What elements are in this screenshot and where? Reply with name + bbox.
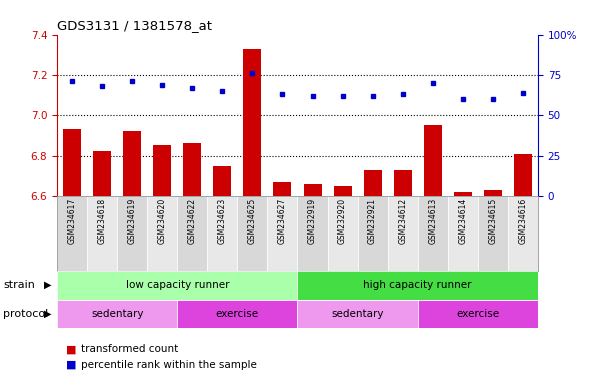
Text: transformed count: transformed count: [81, 344, 178, 354]
Text: sedentary: sedentary: [331, 309, 384, 319]
Text: ■: ■: [66, 360, 76, 370]
Bar: [394, 170, 412, 196]
Bar: [454, 192, 472, 196]
Bar: [93, 152, 111, 196]
Bar: [478, 196, 508, 271]
Text: GSM232919: GSM232919: [308, 198, 317, 244]
Bar: [297, 271, 538, 300]
Bar: [117, 196, 147, 271]
Text: sedentary: sedentary: [91, 309, 144, 319]
Bar: [57, 271, 297, 300]
Bar: [243, 49, 261, 196]
Bar: [484, 190, 502, 196]
Bar: [297, 196, 328, 271]
Bar: [328, 196, 358, 271]
Text: GSM232920: GSM232920: [338, 198, 347, 244]
Bar: [418, 196, 448, 271]
Text: GSM234618: GSM234618: [98, 198, 106, 244]
Bar: [207, 196, 237, 271]
Text: GSM234622: GSM234622: [188, 198, 197, 244]
Bar: [63, 129, 81, 196]
Text: GSM234623: GSM234623: [218, 198, 227, 244]
Text: GSM234613: GSM234613: [429, 198, 437, 244]
Bar: [448, 196, 478, 271]
Bar: [364, 170, 382, 196]
Bar: [514, 154, 532, 196]
Text: low capacity runner: low capacity runner: [126, 280, 229, 290]
Bar: [267, 196, 297, 271]
Text: GDS3131 / 1381578_at: GDS3131 / 1381578_at: [57, 19, 212, 32]
Text: GSM234619: GSM234619: [128, 198, 136, 244]
Text: protocol: protocol: [3, 309, 48, 319]
Bar: [334, 186, 352, 196]
Bar: [304, 184, 322, 196]
Text: GSM234617: GSM234617: [68, 198, 76, 244]
Text: GSM234614: GSM234614: [459, 198, 467, 244]
Bar: [213, 166, 231, 196]
Text: ▶: ▶: [44, 280, 51, 290]
Bar: [57, 196, 87, 271]
Bar: [508, 196, 538, 271]
Text: ■: ■: [66, 344, 76, 354]
Bar: [388, 196, 418, 271]
Text: GSM234627: GSM234627: [278, 198, 287, 244]
Bar: [424, 125, 442, 196]
Bar: [57, 300, 177, 328]
Bar: [123, 131, 141, 196]
Bar: [177, 300, 297, 328]
Bar: [87, 196, 117, 271]
Bar: [153, 146, 171, 196]
Text: GSM234616: GSM234616: [519, 198, 527, 244]
Bar: [273, 182, 291, 196]
Text: GSM232921: GSM232921: [368, 198, 377, 244]
Bar: [358, 196, 388, 271]
Bar: [183, 144, 201, 196]
Text: high capacity runner: high capacity runner: [364, 280, 472, 290]
Text: percentile rank within the sample: percentile rank within the sample: [81, 360, 257, 370]
Bar: [297, 300, 418, 328]
Bar: [418, 300, 538, 328]
Text: ▶: ▶: [44, 309, 51, 319]
Text: GSM234620: GSM234620: [158, 198, 166, 244]
Text: exercise: exercise: [216, 309, 259, 319]
Text: GSM234615: GSM234615: [489, 198, 497, 244]
Text: exercise: exercise: [456, 309, 499, 319]
Bar: [147, 196, 177, 271]
Bar: [177, 196, 207, 271]
Bar: [237, 196, 267, 271]
Text: GSM234625: GSM234625: [248, 198, 257, 244]
Text: strain: strain: [3, 280, 35, 290]
Text: GSM234612: GSM234612: [398, 198, 407, 244]
